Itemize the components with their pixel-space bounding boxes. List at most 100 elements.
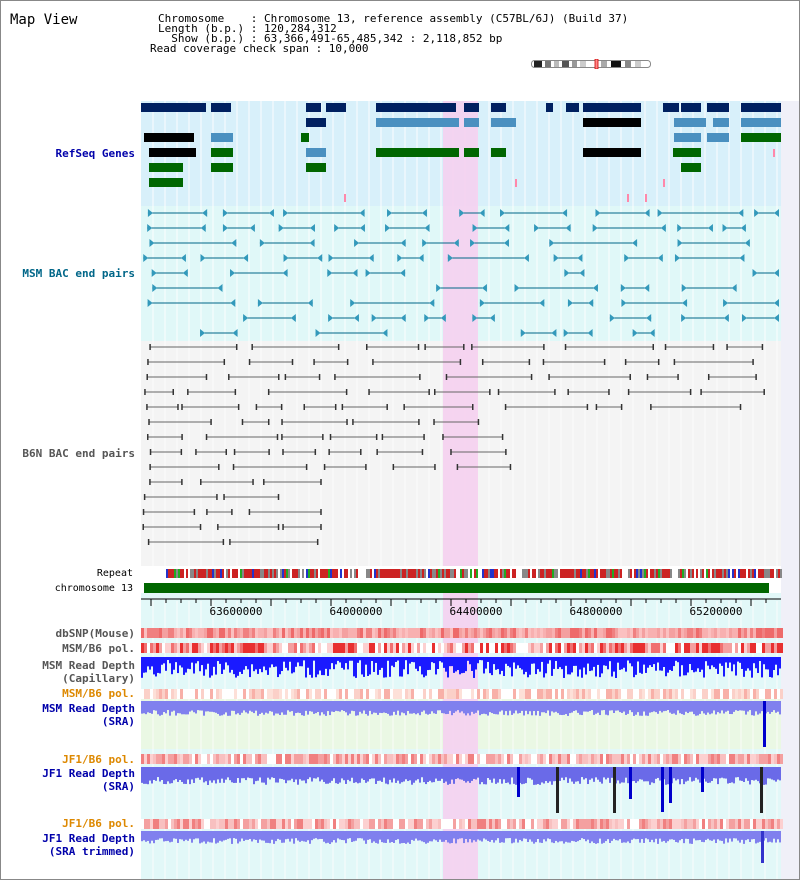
msm-capillary-depth-bar: [715, 657, 717, 669]
repeat-element: [628, 569, 630, 578]
repeat-element: [630, 569, 632, 578]
jf1-pol-cell: [555, 819, 558, 829]
msm-capillary-depth-bar: [189, 657, 191, 670]
jf1-sra-depth-bar: [141, 767, 143, 783]
dbsnp-cell: [489, 628, 492, 638]
msm-pol-cell: [588, 643, 591, 653]
jf1-pol-cell: [438, 819, 441, 829]
jf1-pol-cell: [654, 819, 657, 829]
gene-strand-arrow: [491, 118, 497, 127]
jf1-sra-depth-bar: [283, 767, 285, 780]
gene-strand-arrow: [144, 133, 150, 142]
dbsnp-cell: [333, 628, 336, 638]
jf1-pol-cell: [375, 754, 378, 764]
msm-pol-cell: [747, 689, 750, 699]
msm-sra-depth-bar: [251, 701, 253, 712]
jf1-pol-cell: [525, 754, 528, 764]
msm-capillary-depth-bar: [183, 657, 185, 675]
dbsnp-cell: [432, 628, 435, 638]
dbsnp-cell: [525, 628, 528, 638]
msm-sra-depth-bar: [259, 701, 261, 714]
msm-pol-cell: [315, 643, 318, 653]
repeat-element: [576, 569, 578, 578]
msm-sra-depth-bar: [141, 701, 143, 714]
jf1-trimmed-depth-bar: [419, 831, 421, 841]
gene-feature: [211, 163, 233, 172]
msm-pol-cell: [159, 643, 162, 653]
msm-capillary-depth-bar: [411, 657, 413, 662]
repeat-element: [612, 569, 614, 578]
dbsnp-cell: [309, 628, 312, 638]
jf1-sra-depth-bar: [513, 767, 515, 784]
jf1-pol-cell: [339, 754, 342, 764]
jf1-trimmed-depth-bar: [417, 831, 419, 841]
repeat-element: [638, 569, 640, 578]
msm-pol-cell: [561, 643, 564, 653]
jf1-sra-depth-bar: [539, 767, 541, 785]
msm-pol-cell: [711, 643, 714, 653]
msm-capillary-depth-bar: [261, 657, 263, 673]
jf1-trimmed-depth-bar: [173, 831, 175, 839]
msm-pol-cell: [657, 689, 660, 699]
msm-sra-depth-bar: [577, 701, 579, 713]
msm-pol-cell: [312, 689, 315, 699]
gene-strand-arrow: [741, 118, 747, 127]
msm-sra-depth-bar: [637, 701, 639, 713]
msm-sra-depth-bar: [279, 701, 281, 716]
dbsnp-cell: [153, 628, 156, 638]
gene-feature: [149, 178, 183, 187]
msm-capillary-depth-bar: [359, 657, 361, 661]
msm-pol-cell: [492, 689, 495, 699]
msm-capillary-depth-bar: [315, 657, 317, 678]
gene-strand-arrow: [376, 103, 382, 112]
repeat-element: [778, 569, 780, 578]
jf1-pol-cell: [681, 819, 684, 829]
msm-sra-depth-bar: [563, 701, 565, 715]
msm-sra-depth-bar: [161, 701, 163, 715]
jf1-trimmed-depth-bar: [725, 831, 727, 839]
jf1-trimmed-depth-bar: [191, 831, 193, 843]
jf1-trimmed-depth-bar: [265, 831, 267, 843]
msm-capillary-depth-bar: [299, 657, 301, 667]
jf1-sra-depth-bar: [321, 767, 323, 780]
msm-sra-depth-bar: [513, 701, 515, 714]
msm-sra-depth-bar: [545, 701, 547, 714]
msm-pol-cell: [393, 689, 396, 699]
repeat-element: [658, 569, 660, 578]
repeat-element: [252, 569, 254, 578]
msm-capillary-depth-bar: [661, 657, 663, 671]
msm-capillary-depth-bar: [475, 657, 477, 670]
msm-capillary-depth-bar: [745, 657, 747, 671]
msm-capillary-depth-bar: [255, 657, 257, 670]
msm-pol-cell: [723, 643, 726, 653]
msm-pol-cell: [516, 643, 519, 653]
jf1-pol-cell: [381, 819, 384, 829]
msm-capillary-depth-bar: [485, 657, 487, 669]
bac-end: [354, 239, 360, 247]
repeat-element: [492, 569, 494, 578]
msm-pol-cell: [303, 689, 306, 699]
chromosome-ideogram[interactable]: [531, 54, 651, 70]
repeat-element: [184, 569, 186, 578]
repeat-element: [230, 569, 232, 578]
msm-sra-depth-bar: [755, 701, 757, 712]
jf1-pol-cell: [186, 819, 189, 829]
jf1-pol-cell: [261, 754, 264, 764]
repeat-element: [656, 569, 658, 578]
msm-capillary-depth-bar: [529, 657, 531, 675]
msm-capillary-depth-bar: [539, 657, 541, 672]
repeat-element: [352, 569, 354, 578]
msm-capillary-depth-bar: [603, 657, 605, 666]
msm-pol-cell: [372, 643, 375, 653]
msm-sra-depth-bar: [663, 701, 665, 712]
msm-sra-depth-bar: [455, 701, 457, 712]
jf1-pol-cell: [519, 819, 522, 829]
jf1-sra-depth-bar: [439, 767, 441, 781]
jf1-sra-depth-bar: [493, 767, 495, 779]
jf1-pol-cell: [483, 754, 486, 764]
jf1-pol-cell: [636, 754, 639, 764]
jf1-sra-depth-bar: [291, 767, 293, 779]
msm-capillary-depth-bar: [461, 657, 463, 674]
dbsnp-cell: [507, 628, 510, 638]
